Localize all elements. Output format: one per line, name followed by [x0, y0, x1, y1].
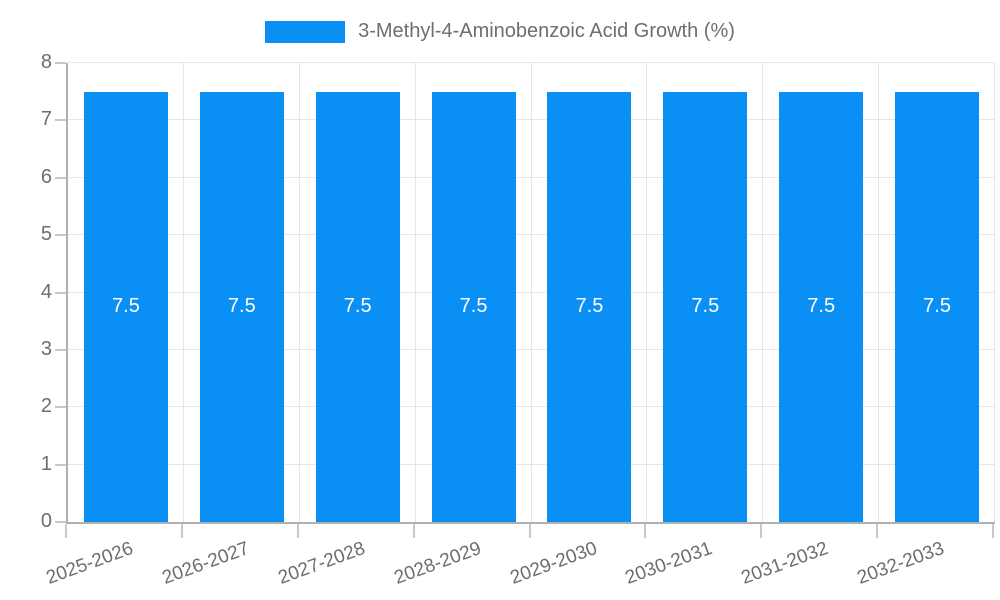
- y-tick-label: 0: [40, 510, 52, 533]
- x-tick-label: 2032-2033: [854, 538, 948, 589]
- bar[interactable]: 7.5: [547, 91, 632, 522]
- x-tick-mark: [876, 524, 879, 538]
- y-tick-mark: [55, 119, 66, 122]
- y-gridline: [68, 406, 995, 408]
- x-gridline: [994, 63, 995, 522]
- x-gridline: [298, 63, 300, 522]
- x-tick-mark: [528, 524, 531, 538]
- plot-area: 7.5 7.5 7.5 7.5 7.5 7.5 7.5 7.5: [66, 62, 995, 524]
- bar[interactable]: 7.5: [663, 91, 748, 522]
- x-gridline: [878, 63, 880, 522]
- x-tick-mark: [65, 524, 67, 538]
- y-tick-label: 7: [40, 108, 52, 131]
- y-tick-label: 2: [40, 395, 52, 418]
- x-gridline: [762, 63, 764, 522]
- y-tick-mark: [55, 348, 66, 351]
- y-tick-mark: [55, 463, 66, 466]
- bar-value-label: 7.5: [227, 295, 256, 318]
- y-tick-label: 6: [40, 165, 52, 188]
- y-tick-mark: [55, 62, 66, 64]
- legend-swatch: [265, 20, 346, 43]
- x-tick-label: 2028-2029: [391, 538, 484, 589]
- bar-value-label: 7.5: [807, 295, 836, 318]
- y-gridline: [68, 62, 995, 63]
- bar-value-label: 7.5: [112, 295, 140, 318]
- y-gridline: [68, 291, 995, 293]
- bar[interactable]: 7.5: [83, 91, 168, 522]
- y-tick-label: 8: [40, 51, 52, 74]
- bar[interactable]: 7.5: [199, 91, 284, 522]
- bar-value-label: 7.5: [923, 295, 951, 318]
- y-tick-mark: [55, 406, 66, 409]
- y-tick-mark: [55, 234, 66, 237]
- legend-label: 3-Methyl-4-Aminobenzoic Acid Growth (%): [358, 20, 735, 42]
- bar[interactable]: 7.5: [895, 91, 980, 522]
- bar[interactable]: 7.5: [431, 91, 516, 522]
- x-tick-label: 2029-2030: [507, 538, 600, 589]
- y-tick-label: 4: [40, 280, 52, 303]
- y-gridline: [68, 176, 995, 178]
- y-gridline: [68, 119, 995, 121]
- x-tick-label: 2031-2032: [738, 538, 832, 589]
- bar-value-label: 7.5: [691, 295, 720, 318]
- x-tick-mark: [644, 524, 647, 538]
- y-tick-mark: [55, 521, 66, 523]
- y-tick-mark: [55, 291, 66, 294]
- x-gridline: [530, 63, 532, 522]
- x-gridline: [182, 63, 184, 522]
- x-tick-mark: [180, 524, 183, 538]
- y-tick-label: 5: [40, 223, 52, 246]
- y-gridline: [68, 348, 995, 350]
- bar-value-label: 7.5: [575, 295, 604, 318]
- x-tick-mark: [412, 524, 415, 538]
- bar[interactable]: 7.5: [779, 91, 864, 522]
- x-gridline: [646, 63, 648, 522]
- y-tick-mark: [55, 176, 66, 179]
- legend[interactable]: 3-Methyl-4-Aminobenzoic Acid Growth (%): [0, 20, 1000, 43]
- bar-value-label: 7.5: [343, 295, 372, 318]
- x-tick-mark: [760, 524, 763, 538]
- bar-value-label: 7.5: [459, 295, 488, 318]
- x-tick-label: 2025-2026: [43, 538, 137, 589]
- x-tick-label: 2030-2031: [622, 538, 716, 589]
- y-tick-label: 3: [40, 337, 52, 360]
- bar[interactable]: 7.5: [315, 91, 400, 522]
- x-tick-label: 2026-2027: [159, 538, 252, 589]
- y-gridline: [68, 463, 995, 465]
- x-tick-mark: [296, 524, 299, 538]
- x-tick-label: 2027-2028: [275, 538, 368, 589]
- y-gridline: [68, 234, 995, 236]
- y-tick-label: 1: [40, 452, 52, 475]
- x-gridline: [414, 63, 416, 522]
- x-tick-mark: [992, 524, 994, 538]
